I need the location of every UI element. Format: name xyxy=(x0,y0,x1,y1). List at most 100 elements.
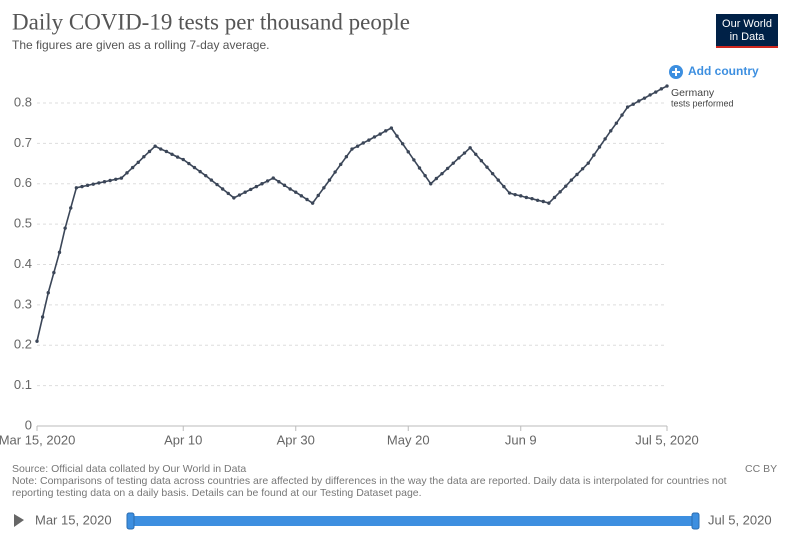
data-point xyxy=(423,173,427,178)
data-point xyxy=(620,113,624,117)
data-point xyxy=(327,178,332,182)
data-point xyxy=(299,194,304,198)
logo-stripe xyxy=(716,46,778,48)
data-point xyxy=(46,291,50,295)
x-tick-label: Mar 15, 2020 xyxy=(0,432,75,447)
data-point xyxy=(519,194,523,198)
data-point xyxy=(97,181,101,185)
data-point xyxy=(496,178,500,182)
data-point xyxy=(451,161,455,165)
data-point xyxy=(502,184,506,189)
timeline-start: Mar 15, 2020 xyxy=(35,512,112,527)
data-point xyxy=(395,134,399,138)
data-point xyxy=(406,150,410,154)
data-point xyxy=(237,193,242,197)
data-point xyxy=(271,176,275,180)
data-point xyxy=(40,315,45,319)
x-tick-label: Apr 30 xyxy=(277,432,315,447)
data-point xyxy=(586,161,590,165)
timeline-handle[interactable] xyxy=(126,512,135,530)
data-point xyxy=(254,184,259,189)
data-point xyxy=(119,176,124,180)
data-point xyxy=(384,129,388,133)
data-point xyxy=(665,84,669,88)
data-point xyxy=(631,102,635,106)
y-tick-label: 0.5 xyxy=(14,216,32,231)
data-point xyxy=(468,146,472,150)
y-tick-label: 0.6 xyxy=(14,175,32,190)
data-point xyxy=(389,126,394,130)
data-point xyxy=(57,250,62,255)
data-point xyxy=(316,193,320,198)
data-point xyxy=(209,178,214,182)
data-point xyxy=(265,179,270,183)
data-point xyxy=(541,199,545,204)
y-tick-label: 0.8 xyxy=(14,94,32,109)
data-point xyxy=(282,183,287,188)
data-point xyxy=(530,196,534,201)
data-point xyxy=(558,190,562,194)
x-tick-label: Apr 10 xyxy=(164,432,202,447)
data-point xyxy=(80,184,84,189)
data-point xyxy=(361,141,365,145)
data-point xyxy=(355,144,360,148)
data-point xyxy=(74,186,79,190)
data-point xyxy=(485,165,489,169)
data-point xyxy=(400,142,405,146)
data-point xyxy=(142,154,146,159)
add-icon-plus xyxy=(672,68,680,76)
y-tick-label: 0.7 xyxy=(14,135,32,150)
data-point xyxy=(215,182,219,187)
legend-label: Germany xyxy=(671,87,715,99)
data-point xyxy=(170,152,174,156)
data-point xyxy=(569,178,574,182)
y-tick-label: 0.2 xyxy=(14,337,32,352)
data-point xyxy=(108,178,112,183)
data-point xyxy=(277,180,281,184)
data-point xyxy=(85,183,90,188)
data-point xyxy=(35,339,39,343)
data-point xyxy=(125,171,129,175)
logo-text: Our World xyxy=(722,18,772,30)
data-point xyxy=(625,105,630,109)
data-point xyxy=(192,165,197,170)
data-point xyxy=(91,182,95,186)
data-point xyxy=(204,173,208,178)
timeline-handle[interactable] xyxy=(691,512,700,530)
x-tick-label: May 20 xyxy=(387,432,430,447)
timeline-end: Jul 5, 2020 xyxy=(708,512,772,527)
data-point xyxy=(63,226,67,230)
data-point xyxy=(249,187,253,192)
data-point xyxy=(412,158,416,162)
logo-text: in Data xyxy=(730,31,766,43)
y-tick-label: 0 xyxy=(25,417,32,432)
data-point xyxy=(187,161,191,166)
data-point xyxy=(305,197,309,202)
play-button[interactable] xyxy=(14,514,24,527)
data-point xyxy=(513,192,517,197)
data-point xyxy=(490,171,495,176)
data-point xyxy=(603,137,607,141)
data-point xyxy=(614,121,619,125)
data-point xyxy=(350,147,354,151)
source: Source: Official data collated by Our Wo… xyxy=(12,463,247,475)
data-point xyxy=(462,151,467,155)
data-point xyxy=(378,132,382,136)
data-point xyxy=(159,147,163,151)
data-point xyxy=(580,167,585,171)
add-country-button[interactable]: Add country xyxy=(669,64,759,79)
data-point xyxy=(654,90,658,94)
data-point xyxy=(198,169,202,174)
data-point xyxy=(564,184,568,188)
data-point xyxy=(547,201,551,205)
data-point xyxy=(322,186,326,190)
data-line xyxy=(36,85,668,342)
timeline-range[interactable] xyxy=(130,516,696,526)
data-point xyxy=(333,170,337,174)
add-country-label[interactable]: Add country xyxy=(688,64,759,78)
y-tick-label: 0.1 xyxy=(14,377,32,392)
x-tick-label: Jun 9 xyxy=(505,432,537,447)
logo-box xyxy=(716,14,778,48)
